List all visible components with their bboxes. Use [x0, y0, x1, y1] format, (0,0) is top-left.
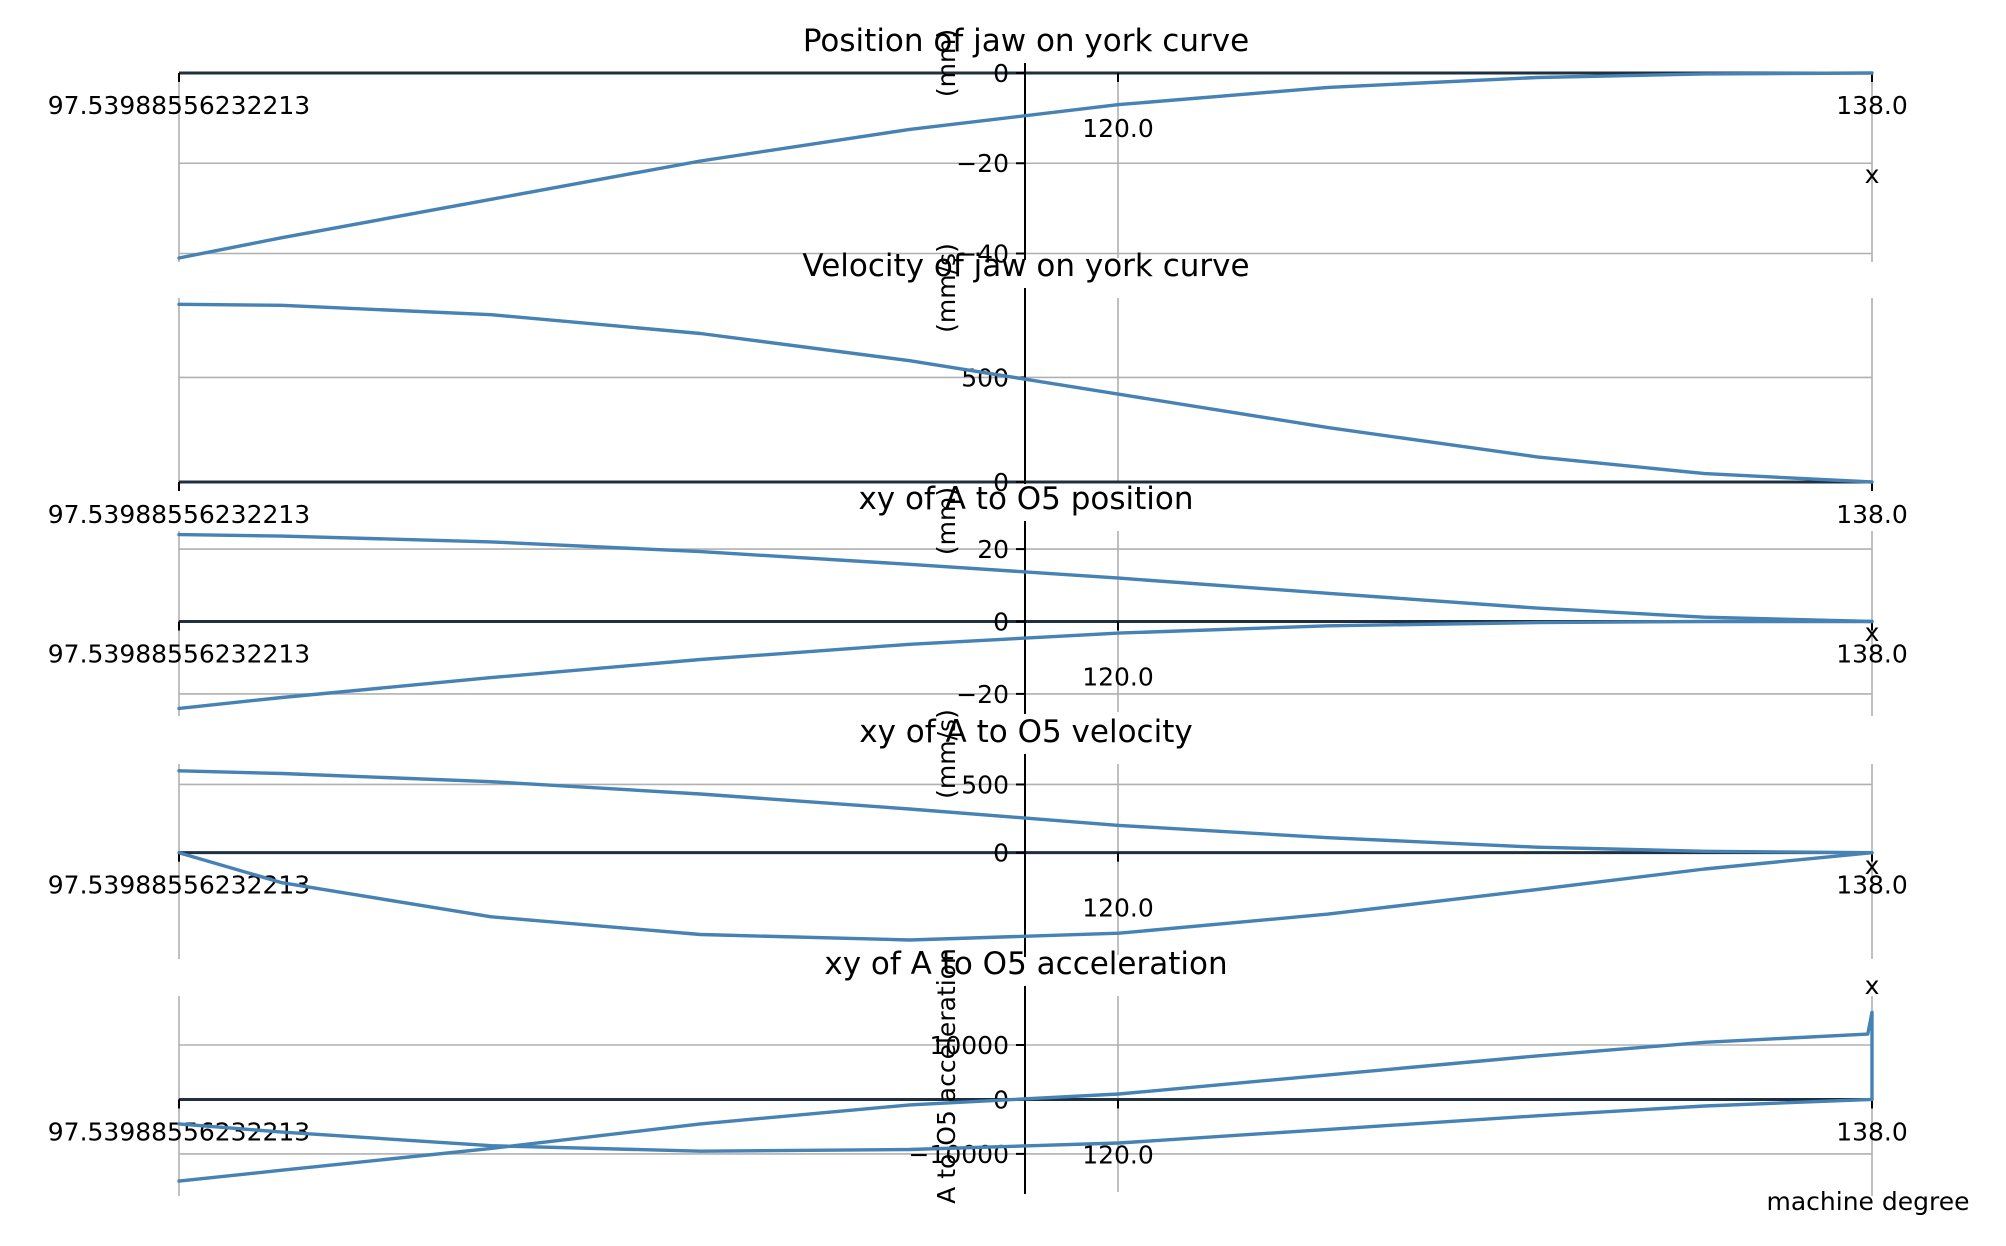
- x-tick-label-end: 138.0: [1836, 91, 1908, 120]
- subplot-4: xy of A to O5 velocity 500 0 97.53988556232…: [48, 709, 1908, 959]
- x-tick-label-mid: 120.0: [1082, 894, 1154, 923]
- series-line-2: [177, 851, 1874, 942]
- y-tick-label: −20: [956, 149, 1009, 178]
- subplot-title: Position of jaw on york curve: [803, 23, 1249, 59]
- y-tick-label: 20: [977, 535, 1009, 564]
- y-axis-label: A to O5 acceleration: [932, 948, 961, 1204]
- y-axis-label: (mm/s): [932, 709, 961, 799]
- subplot-title: Velocity of jaw on york curve: [802, 248, 1249, 284]
- x-axis-label: x: [1865, 160, 1880, 189]
- y-axis-label: (mm/s): [932, 243, 961, 333]
- subplot-stack: Position of jaw on york curve0−20−4097.5…: [48, 23, 1908, 1204]
- y-tick-label: 10000: [929, 1031, 1009, 1060]
- series-line-1: [177, 71, 1874, 260]
- y-tick-label: 0: [993, 468, 1009, 497]
- y-tick-label: 0: [993, 59, 1009, 88]
- y-tick-label: −20: [956, 680, 1009, 709]
- x-axis-label: x: [1865, 851, 1880, 880]
- y-axis-label: (mm): [932, 29, 961, 97]
- x-tick-label-start: 97.53988556232213: [48, 500, 310, 529]
- series-line-1: [177, 769, 1874, 855]
- x-tick-label-mid: 120.0: [1082, 663, 1154, 692]
- series-line-2: [177, 619, 1874, 711]
- subplot-title: xy of A to O5 velocity: [859, 714, 1192, 750]
- x-axis-label: x: [1865, 618, 1880, 647]
- subplot-2: Velocity of jaw on york curve 0 500 97.5398…: [48, 243, 1908, 529]
- y-tick-label: 0: [993, 839, 1009, 868]
- x-tick-label-end: 138.0: [1836, 640, 1908, 669]
- x-tick-label-end: 138.0: [1836, 500, 1908, 529]
- y-tick-label: −10000: [909, 1140, 1009, 1169]
- y-axis-label: (mm): [932, 487, 961, 555]
- x-tick-label-start: 97.53988556232213: [48, 871, 310, 900]
- x-tick-label-start: 97.53988556232213: [48, 91, 310, 120]
- y-tick-label: −40: [956, 239, 1009, 268]
- series-line-1: [177, 1010, 1874, 1183]
- series-line-1: [177, 302, 1874, 484]
- x-tick-label-end: 138.0: [1836, 871, 1908, 900]
- x-tick-label-mid: 120.0: [1082, 114, 1154, 143]
- y-tick-label: 0: [993, 608, 1009, 637]
- subplot-3: xy of A to O5 position 20 0 −20 97.539885562…: [48, 481, 1908, 716]
- x-axis-label: x: [1865, 971, 1880, 1000]
- series-line-1: [177, 532, 1874, 624]
- x-tick-label-start: 97.53988556232213: [48, 640, 310, 669]
- y-tick-label: 500: [961, 363, 1009, 392]
- bottom-x-axis-label: machine degree: [1767, 1187, 1970, 1216]
- series-line-2: [177, 1097, 1874, 1153]
- subplot-5: xy of A to O5 acceleration100000−1000097…: [48, 946, 1908, 1204]
- y-tick-label: 500: [961, 770, 1009, 799]
- subplot-title: xy of A to O5 position: [858, 481, 1193, 517]
- x-tick-label-end: 138.0: [1836, 1117, 1908, 1146]
- subplot-title: xy of A to O5 acceleration: [824, 946, 1227, 982]
